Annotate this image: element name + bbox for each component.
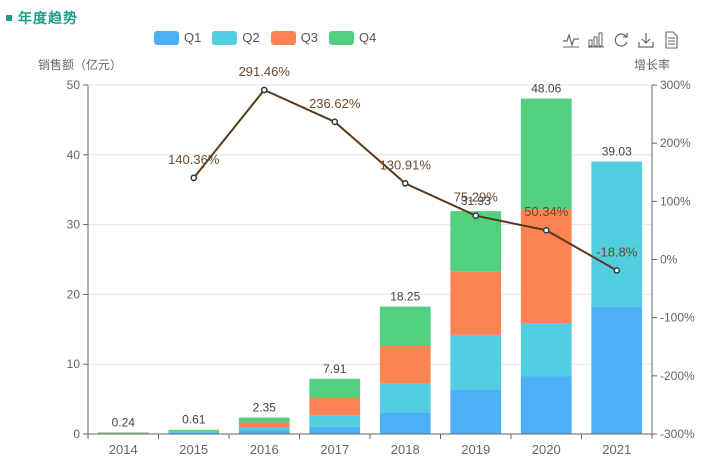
legend-label-q4: Q4 — [359, 30, 377, 45]
bar-segment-q2 — [309, 415, 361, 428]
bar-segment-q1 — [238, 430, 290, 434]
legend-item-q2[interactable]: Q2 — [212, 30, 260, 45]
bar-segment-q4 — [309, 378, 361, 398]
bar-segment-q4 — [238, 417, 290, 423]
x-tick-label: 2019 — [461, 442, 490, 457]
bar-total-label: 48.06 — [531, 82, 561, 96]
growth-rate-label: 130.91% — [380, 157, 432, 172]
bar-segment-q1 — [450, 389, 502, 434]
bar-chart-icon[interactable] — [587, 31, 605, 49]
bar-segment-q3 — [238, 422, 290, 428]
legend-item-q3[interactable]: Q3 — [270, 30, 319, 45]
y-tick-label-left: 40 — [67, 148, 81, 162]
y-tick-label-left: 20 — [67, 287, 81, 301]
bar-segment-q3 — [97, 432, 149, 434]
bar-segment-q2 — [520, 323, 572, 377]
bar-segment-q1 — [591, 306, 643, 434]
legend: Q1 Q2 Q3 Q4 — [154, 30, 387, 45]
data-view-icon[interactable] — [662, 31, 680, 49]
y-tick-label-right: -300% — [660, 427, 695, 441]
bar-segment-q1 — [379, 412, 431, 434]
x-tick-label: 2016 — [250, 442, 279, 457]
growth-rate-point — [190, 174, 198, 182]
title-marker — [6, 15, 12, 21]
bar-segment-q4 — [168, 429, 220, 431]
legend-swatch-q3 — [270, 30, 296, 45]
y-tick-label-left: 30 — [67, 218, 81, 232]
y-tick-label-right: -200% — [660, 369, 695, 383]
bar-segment-q2 — [168, 431, 220, 433]
bar-segment-q2 — [450, 334, 502, 390]
bar-total-label: 18.25 — [390, 290, 420, 304]
x-tick-label: 2017 — [320, 442, 349, 457]
growth-rate-label: 75.29% — [454, 190, 499, 205]
y-tick-label-right: -100% — [660, 311, 695, 325]
growth-rate-label: 291.46% — [239, 64, 291, 79]
bar-segment-q2 — [97, 433, 149, 434]
chart-title-block: 年度趋势 — [6, 8, 78, 28]
bar-total-label: 0.61 — [182, 413, 206, 427]
bar-segment-q3 — [379, 346, 431, 384]
bar-total-label: 7.91 — [323, 362, 347, 376]
bar-total-label: 2.35 — [253, 401, 277, 415]
bar-total-label: 31.93 — [461, 194, 491, 208]
bar-segment-q2 — [238, 427, 290, 431]
y-axis-left-title: 销售额（亿元） — [38, 58, 123, 72]
bar-total-label: 0.24 — [112, 415, 136, 429]
growth-rate-label: 236.62% — [309, 96, 361, 111]
bar-segment-q2 — [379, 383, 431, 413]
bar-segment-q4 — [379, 306, 431, 347]
x-tick-label: 2020 — [532, 442, 561, 457]
growth-rate-label: 140.36% — [168, 152, 220, 167]
legend-label-q3: Q3 — [300, 30, 319, 45]
growth-rate-point — [331, 118, 339, 126]
bar-segment-q4 — [97, 432, 149, 433]
legend-label-q1: Q1 — [184, 30, 202, 45]
x-tick-label: 2018 — [391, 442, 420, 457]
growth-rate-label: 50.34% — [524, 204, 569, 219]
y-tick-label-left: 0 — [73, 427, 80, 441]
y-tick-label-left: 10 — [67, 357, 81, 371]
legend-swatch-q1 — [154, 30, 179, 45]
bar-segment-q1 — [168, 432, 220, 434]
y-tick-label-right: 0% — [660, 253, 678, 267]
growth-rate-point — [401, 180, 409, 187]
x-tick-label: 2014 — [109, 442, 138, 457]
bar-total-label: 39.03 — [602, 145, 632, 159]
growth-rate-label: -18.8% — [596, 244, 638, 259]
y-axis-right-title: 增长率 — [634, 58, 671, 72]
bar-segment-q3 — [450, 271, 502, 335]
legend-item-q1[interactable]: Q1 — [154, 30, 201, 45]
growth-rate-point — [260, 86, 268, 94]
chart-title: 年度趋势 — [18, 10, 78, 26]
growth-rate-point — [542, 226, 550, 234]
legend-item-q4[interactable]: Q4 — [329, 30, 376, 45]
bar-segment-q2 — [591, 161, 643, 307]
growth-rate-point — [613, 267, 621, 274]
y-tick-label-right: 300% — [660, 78, 691, 92]
bar-segment-q4 — [450, 211, 502, 272]
restore-icon[interactable] — [612, 31, 630, 49]
legend-swatch-q4 — [329, 30, 355, 45]
download-icon[interactable] — [637, 31, 655, 49]
y-tick-label-left: 50 — [67, 78, 81, 92]
x-tick-label: 2021 — [602, 442, 631, 457]
y-tick-label-right: 200% — [660, 136, 691, 150]
y-tick-label-right: 100% — [660, 194, 691, 208]
legend-label-q2: Q2 — [242, 30, 260, 45]
growth-rate-point — [472, 212, 480, 220]
x-tick-label: 2015 — [179, 442, 208, 457]
bar-segment-q3 — [309, 397, 361, 416]
bar-segment-q4 — [520, 98, 572, 210]
bar-segment-q1 — [309, 427, 361, 434]
bar-segment-q1 — [520, 376, 572, 434]
legend-swatch-q2 — [212, 30, 238, 45]
toolbox — [562, 31, 680, 49]
bar-segment-q3 — [168, 430, 220, 432]
line-chart-icon[interactable] — [562, 31, 580, 49]
